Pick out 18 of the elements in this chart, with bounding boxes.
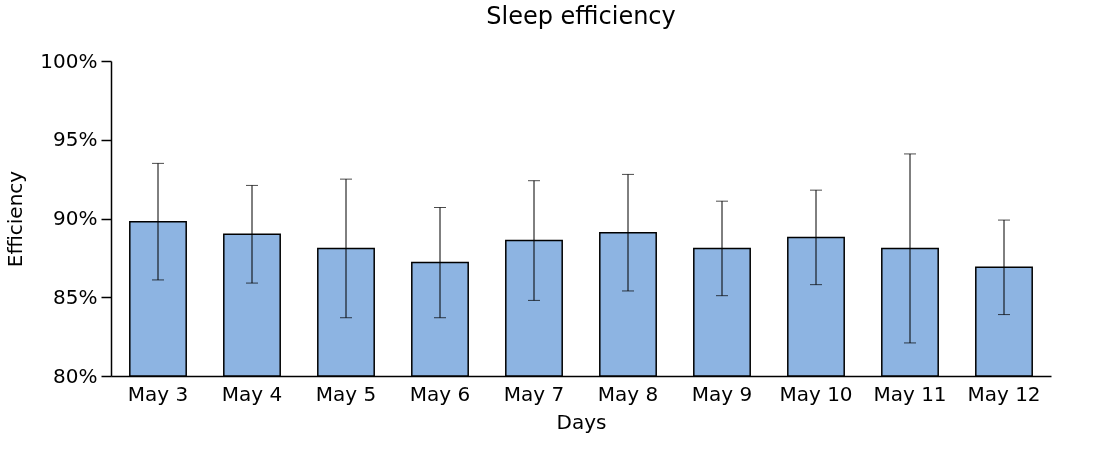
y-tick-label: 85% — [53, 284, 98, 309]
y-tick-label: 100% — [40, 48, 98, 73]
x-tick-label: May 10 — [779, 381, 853, 406]
x-tick-label: May 11 — [873, 381, 947, 406]
x-tick-label: May 8 — [597, 381, 659, 406]
x-tick-label: May 6 — [409, 381, 471, 406]
chart-title: Sleep efficiency — [486, 2, 676, 30]
x-tick-label: May 12 — [967, 381, 1041, 406]
x-tick-label: May 9 — [691, 381, 753, 406]
y-tick-label: 95% — [53, 127, 98, 152]
x-tick-label: May 7 — [503, 381, 565, 406]
x-tick-label: May 3 — [127, 381, 189, 406]
y-axis-title: Efficiency — [3, 170, 28, 268]
x-tick-label: May 5 — [315, 381, 377, 406]
y-tick-label: 80% — [53, 363, 98, 388]
y-tick-label: 90% — [53, 206, 98, 230]
x-axis-title: Days — [556, 409, 607, 434]
x-tick-label: May 4 — [221, 381, 283, 406]
